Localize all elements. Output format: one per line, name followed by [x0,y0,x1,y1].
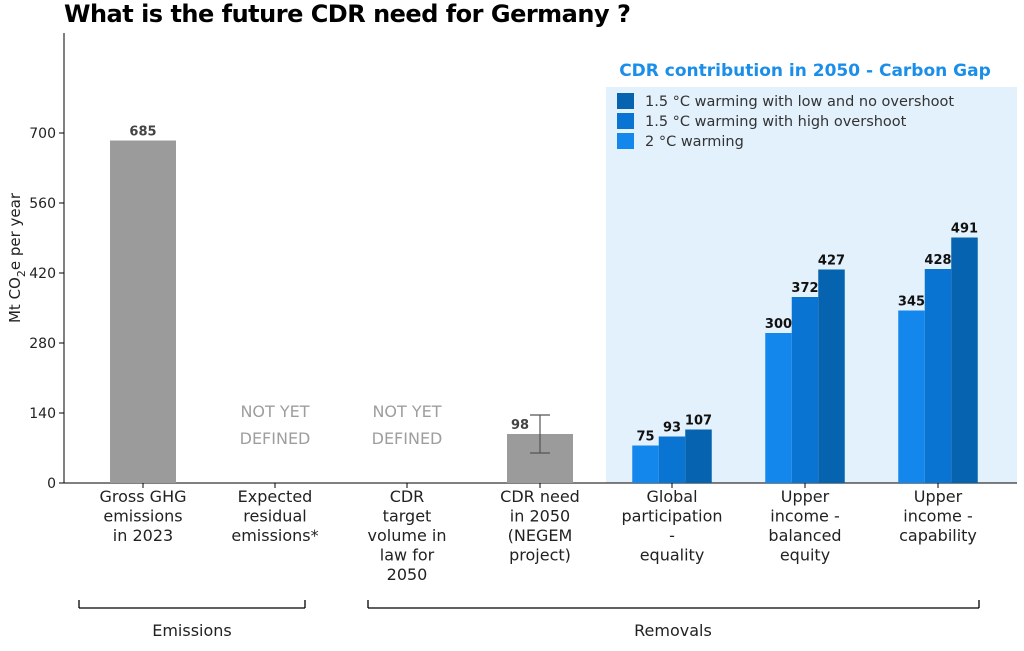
x-tick-label: (NEGEM [508,526,573,545]
legend-label: 1.5 °C warming with low and no overshoot [645,94,954,110]
y-label-part: e per year [6,192,24,270]
y-label-part: Mt CO [6,277,24,323]
bar-carbon-gap [658,436,686,483]
not-defined-label: NOT YET [240,402,309,421]
x-tick-label: Expected [238,487,313,506]
data-label: 98 [511,418,529,433]
x-tick-label: - [669,526,675,545]
x-tick-label: balanced [768,526,841,545]
bar-carbon-gap [951,237,978,483]
legend-label: 1.5 °C warming with high overshoot [645,114,907,130]
data-label: 107 [685,414,712,429]
data-label: 93 [663,421,681,436]
legend: 1.5 °C warming with low and no overshoot… [617,93,954,150]
not-defined-label: DEFINED [240,429,311,448]
bar-carbon-gap [818,269,845,483]
x-tick-label: volume in [368,526,447,545]
x-tick-label: emissions [103,507,182,526]
data-label: 428 [924,253,951,268]
legend-label: 2 °C warming [645,134,744,150]
y-tick-label: 420 [29,266,56,282]
x-tick-label: Upper [781,487,830,506]
x-tick-label: CDR [390,487,425,506]
not-defined-label: NOT YET [372,402,441,421]
x-tick-label: CDR need [500,487,580,506]
data-label: 75 [636,430,654,445]
y-axis-ticks: 0 140 280 420 560 700 [29,126,64,492]
y-tick-label: 280 [29,336,56,352]
bar-carbon-gap [898,310,925,483]
chart-title: What is the future CDR need for Germany … [64,0,631,28]
x-tick-label: participation [621,507,722,526]
x-tick-label: equality [640,546,705,565]
x-tick-label: Upper [914,487,963,506]
data-label: 345 [898,295,925,310]
x-tick-label: 2050 [387,565,428,584]
y-tick-label: 140 [29,406,56,422]
y-tick-label: 560 [29,196,56,212]
bar-carbon-gap [765,333,792,483]
x-tick-label: in 2050 [510,507,570,526]
data-label: 685 [129,125,156,140]
y-axis-label: Mt CO2e per year [6,192,28,323]
x-tick-label: residual [243,507,306,526]
data-label: 491 [951,222,978,237]
bars: 685 98 NOT YET DEFINED NOT YET DEFINED 75 93 107… [110,125,978,483]
x-tick-label: income - [903,507,972,526]
x-tick-label: equity [780,546,830,565]
x-tick-label: law for [380,546,435,565]
bracket-label: Removals [634,621,712,640]
x-tick-label: emissions* [231,526,318,545]
x-tick-label: Gross GHG [100,487,187,506]
x-tick-label: income - [770,507,839,526]
y-tick-label: 0 [47,476,56,492]
x-tick-label: target [383,507,432,526]
legend-swatch [617,93,634,109]
data-label: 427 [818,254,845,269]
data-label: 372 [791,281,818,296]
bar-carbon-gap [924,269,952,483]
panel-title: CDR contribution in 2050 - Carbon Gap [619,61,991,81]
x-tick-label: capability [899,526,977,545]
x-tick-label: in 2023 [113,526,173,545]
x-tick-label: project) [509,546,571,565]
legend-swatch [617,133,634,149]
y-label-subscript: 2 [15,270,28,277]
bar-grey [110,140,176,483]
bracket-label: Emissions [152,621,232,640]
not-defined-label: DEFINED [372,429,443,448]
y-tick-label: 700 [29,126,56,142]
bar-carbon-gap [685,429,712,483]
x-tick-label: Global [646,487,697,506]
legend-swatch [617,113,634,129]
bar-carbon-gap [791,297,819,483]
data-label: 300 [765,317,792,332]
group-brackets: Emissions Removals [78,600,980,640]
bar-carbon-gap [632,445,659,483]
